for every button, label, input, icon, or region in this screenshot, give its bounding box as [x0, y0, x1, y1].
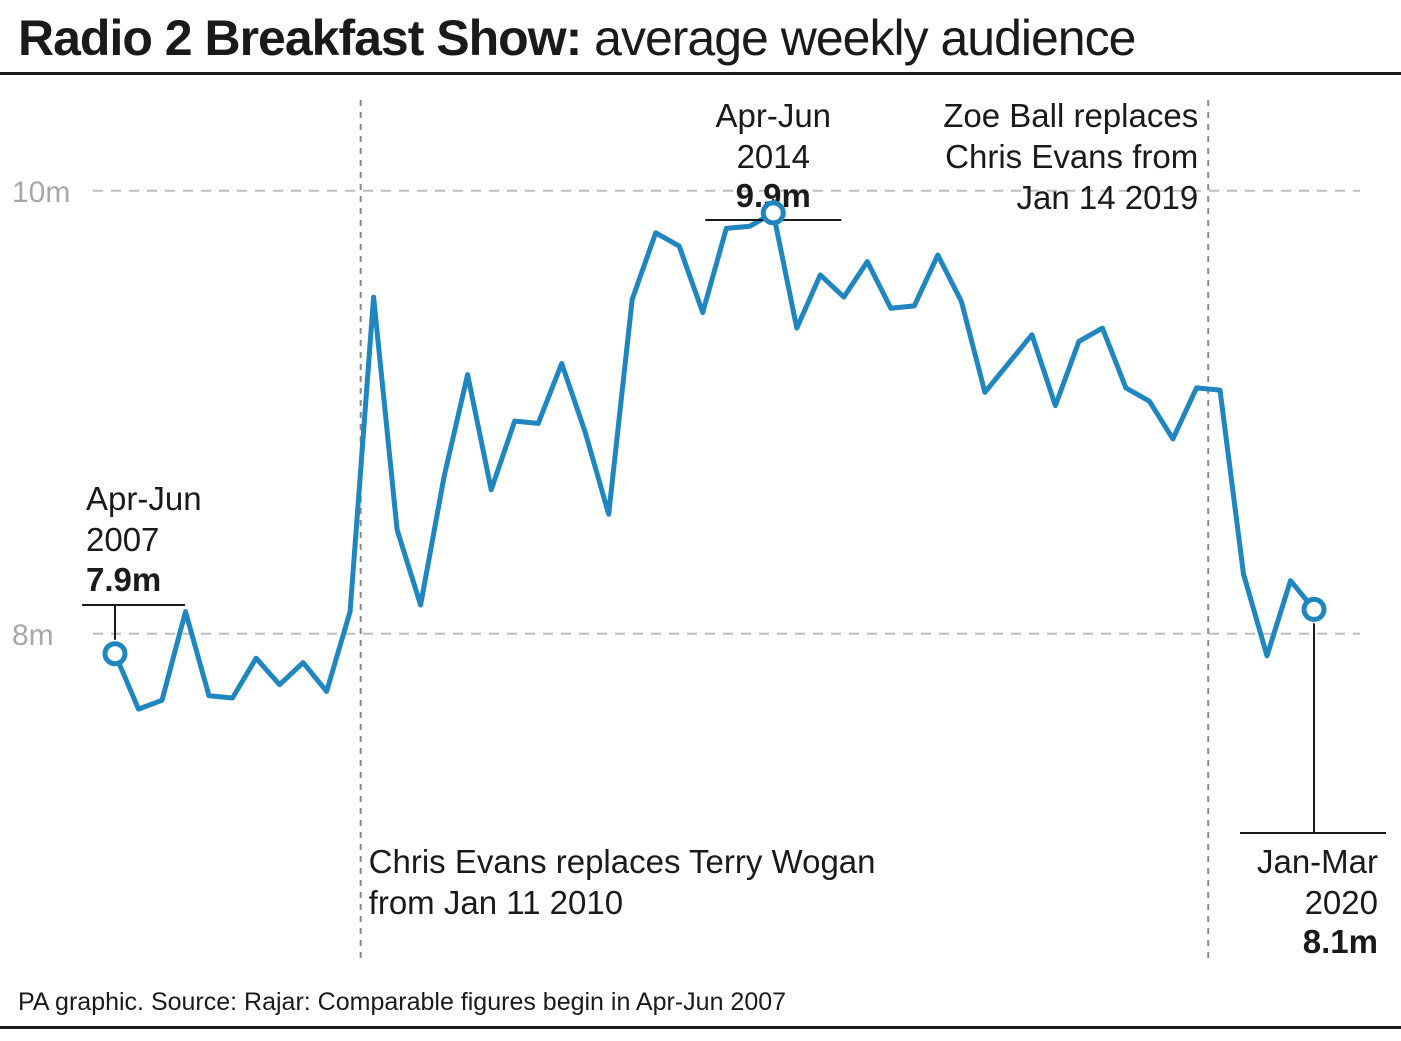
- chart-title-bold: Radio 2 Breakfast Show:: [18, 10, 582, 66]
- series-line: [112, 210, 1317, 712]
- event-evans-line-0: Chris Evans replaces Terry Wogan: [369, 843, 876, 880]
- marker-end: [1301, 596, 1327, 622]
- event-evans-line-1: from Jan 11 2010: [369, 884, 623, 921]
- y-tick-label-0: 10m: [12, 176, 70, 209]
- annotation-end-line-0: Jan-Mar: [1257, 843, 1378, 880]
- annotation-peak-line-1: 2014: [737, 138, 810, 175]
- marker-start: [102, 641, 128, 667]
- annotation-start-line-0: Apr-Jun: [86, 480, 202, 517]
- event-ball-line-2: Jan 14 2019: [1017, 179, 1199, 216]
- marker-peak: [760, 200, 786, 226]
- y-tick-label-1: 8m: [12, 619, 54, 652]
- event-ball-line-1: Chris Evans from: [945, 138, 1198, 175]
- bottom-divider: [0, 1026, 1401, 1029]
- title-divider: [0, 72, 1401, 75]
- annotation-start-line-1: 2007: [86, 521, 159, 558]
- chart-title: Radio 2 Breakfast Show: average weekly a…: [18, 8, 1136, 68]
- annotation-end-value: 8.1m: [1303, 923, 1378, 960]
- source-note: PA graphic. Source: Rajar: Comparable fi…: [18, 988, 787, 1016]
- annotation-end-line-1: 2020: [1305, 884, 1378, 921]
- annotation-start-value: 7.9m: [86, 561, 161, 598]
- event-ball-line-0: Zoe Ball replaces: [943, 97, 1198, 134]
- chart-title-rest: average weekly audience: [581, 10, 1136, 66]
- annotation-peak-line-0: Apr-Jun: [715, 97, 831, 134]
